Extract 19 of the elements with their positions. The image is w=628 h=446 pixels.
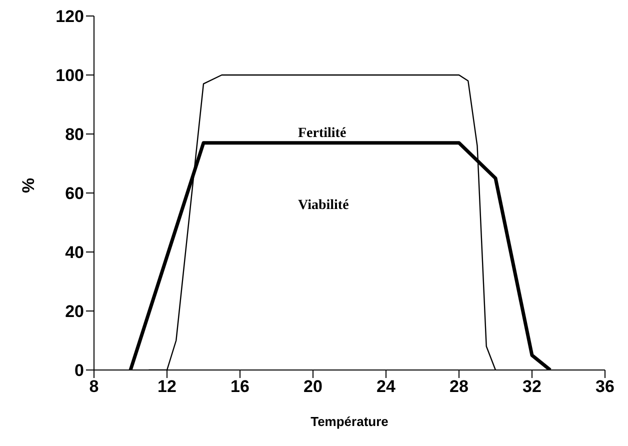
- y-tick-label: 120: [56, 7, 84, 26]
- x-tick-label: 24: [376, 377, 396, 396]
- x-tick-label: 28: [450, 377, 468, 396]
- annotation: Viabilité: [298, 198, 349, 214]
- annotation: Fertilité: [298, 126, 346, 142]
- x-tick-label: 16: [230, 377, 250, 396]
- y-tick-label: 0: [74, 361, 84, 380]
- y-tick-label: 40: [65, 243, 84, 262]
- y-tick-label: 60: [65, 184, 84, 204]
- x-tick-label: 20: [304, 377, 322, 396]
- x-tick-label: 12: [158, 377, 176, 396]
- y-tick-label: 20: [65, 302, 84, 322]
- y-tick-label: 100: [56, 66, 84, 86]
- x-tick-label: 36: [596, 377, 614, 396]
- y-tick-label: 80: [65, 125, 84, 144]
- y-axis-title: %: [19, 178, 38, 193]
- x-tick-label: 32: [522, 377, 542, 396]
- x-tick-label: 8: [89, 377, 99, 396]
- x-axis-title: Température: [310, 414, 388, 429]
